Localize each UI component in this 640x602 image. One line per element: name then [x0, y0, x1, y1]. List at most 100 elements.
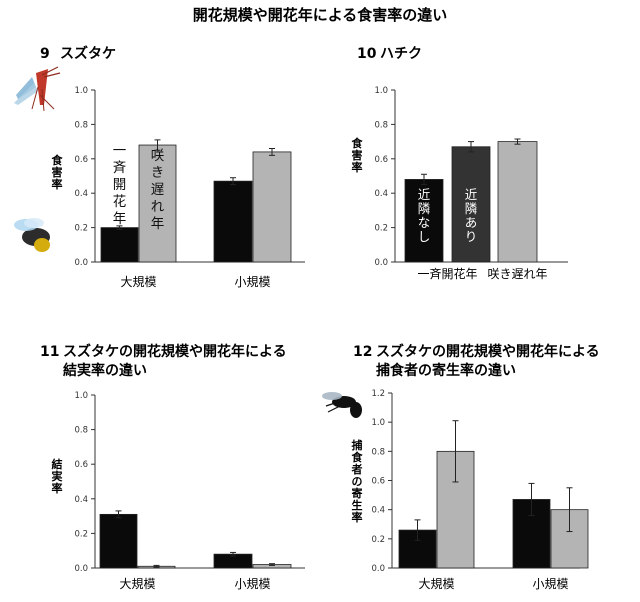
annotation-simultaneous-char: 一 [113, 143, 127, 159]
y-axis-label-char: 食 [352, 136, 364, 150]
bar-label-char: 近 [418, 187, 431, 202]
panel-title: スズタケの開花規模や開花年による [63, 343, 287, 360]
moth-leg [31, 86, 55, 112]
y-tick-label: 0.2 [374, 224, 388, 234]
wasp-abdomen [350, 402, 362, 418]
annotation-late: 咲き遅れ年 [151, 148, 165, 232]
panel-number: 9 [40, 46, 50, 62]
y-axis-label-char: 食 [52, 153, 64, 167]
x-category-label: 大規模 [418, 576, 454, 591]
moth-wing [16, 77, 36, 99]
y-tick-label: 0.8 [74, 426, 88, 436]
chart-p10: 10 ハチク食害率0.00.20.40.60.81.0近隣なし近隣あり一斉開花年咲… [352, 46, 568, 281]
bar [497, 141, 538, 263]
wasp-wing [322, 392, 342, 400]
bar-label-char: し [418, 229, 431, 244]
page-title: 開花規模や開花年による食害率の違い [193, 6, 448, 24]
panel-number: 11 [40, 344, 59, 360]
annotation-simultaneous-char: 開 [113, 177, 127, 193]
bar [138, 144, 177, 263]
panel-number: 12 [353, 344, 372, 360]
y-tick-label: 0.0 [371, 564, 385, 574]
y-tick-label: 0.0 [374, 258, 388, 268]
y-axis-label-char: 実 [52, 469, 63, 483]
y-axis-label-char: 者 [351, 462, 363, 476]
x-category-label: 小規模 [234, 576, 270, 591]
y-axis-label: 食害率 [352, 136, 364, 174]
y-tick-label: 1.2 [371, 389, 385, 399]
y-tick-label: 0.0 [74, 564, 88, 574]
bar-label-char: 隣 [418, 201, 431, 216]
y-tick-label: 0.6 [74, 460, 88, 470]
bar-label-char: な [418, 215, 431, 230]
y-tick-label: 0.8 [371, 447, 385, 457]
y-axis-label-char: 率 [352, 510, 363, 524]
x-category-label: 咲き遅れ年 [487, 266, 547, 281]
y-tick-label: 0.2 [74, 224, 88, 234]
x-category-label: 大規模 [120, 274, 156, 289]
y-tick-label: 0.8 [74, 120, 88, 130]
bee-wing [24, 218, 44, 228]
bar [404, 179, 444, 263]
y-tick-label: 1.0 [374, 86, 388, 96]
y-tick-label: 1.0 [371, 418, 385, 428]
bar [213, 180, 253, 263]
y-axis-label-char: 率 [52, 177, 63, 191]
y-axis-label-char: 結 [52, 457, 63, 471]
panel-title: スズタケ [60, 45, 116, 62]
panel-title: ハチク [380, 46, 422, 62]
y-axis-label-char: の [352, 475, 363, 488]
panel-subtitle: 結実率の違い [63, 362, 147, 379]
bar-label-char: 近 [465, 187, 478, 202]
moth-wing [14, 83, 38, 105]
annotation-simultaneous-char: 斉 [113, 160, 127, 176]
annotation-simultaneous: 一斉開花年 [113, 143, 127, 227]
y-axis-label: 食害率 [52, 153, 64, 191]
y-tick-label: 0.4 [374, 189, 388, 199]
annotation-simultaneous-char: 花 [113, 194, 127, 210]
y-tick-label: 1.0 [74, 391, 88, 401]
x-category-label: 一斉開花年 [417, 266, 477, 281]
annotation-late-char: 咲 [151, 148, 165, 164]
y-axis-label-char: 寄 [352, 486, 363, 500]
y-axis-label-char: 害 [352, 148, 363, 162]
moth-antenna [41, 66, 61, 78]
x-category-label: 小規模 [532, 576, 568, 591]
y-tick-label: 0.6 [374, 155, 388, 165]
moth-icon [14, 66, 61, 112]
annotation-late-char: 遅 [151, 182, 165, 198]
annotation-simultaneous-char: 年 [113, 211, 127, 227]
bar-label-char: 隣 [465, 201, 478, 216]
y-axis-label-char: 率 [52, 481, 63, 495]
bar [451, 146, 491, 263]
y-tick-label: 0.4 [371, 506, 385, 516]
y-tick-label: 0.6 [74, 155, 88, 165]
y-tick-label: 0.0 [74, 258, 88, 268]
bee-abdomen [34, 238, 50, 252]
y-tick-label: 0.6 [371, 477, 385, 487]
y-tick-label: 0.2 [371, 535, 385, 545]
x-category-label: 大規模 [119, 576, 155, 591]
y-axis-label-char: 率 [352, 160, 363, 174]
wasp-icon [322, 392, 362, 418]
panel-subtitle: 捕食者の寄生率の違い [376, 362, 516, 379]
y-tick-label: 0.4 [74, 495, 88, 505]
moth-body [36, 69, 48, 105]
bar-label-char: り [465, 229, 478, 244]
annotation-late-char: 年 [151, 216, 165, 232]
y-tick-label: 1.0 [74, 86, 88, 96]
y-axis-label: 捕食者の寄生率 [351, 438, 364, 524]
y-tick-label: 0.2 [74, 529, 88, 539]
y-tick-label: 0.8 [374, 120, 388, 130]
wasp-leg [325, 401, 341, 413]
x-category-label: 小規模 [234, 274, 270, 289]
bar [252, 151, 292, 263]
y-axis-label-char: 害 [52, 165, 63, 179]
bee-icon [14, 218, 50, 252]
